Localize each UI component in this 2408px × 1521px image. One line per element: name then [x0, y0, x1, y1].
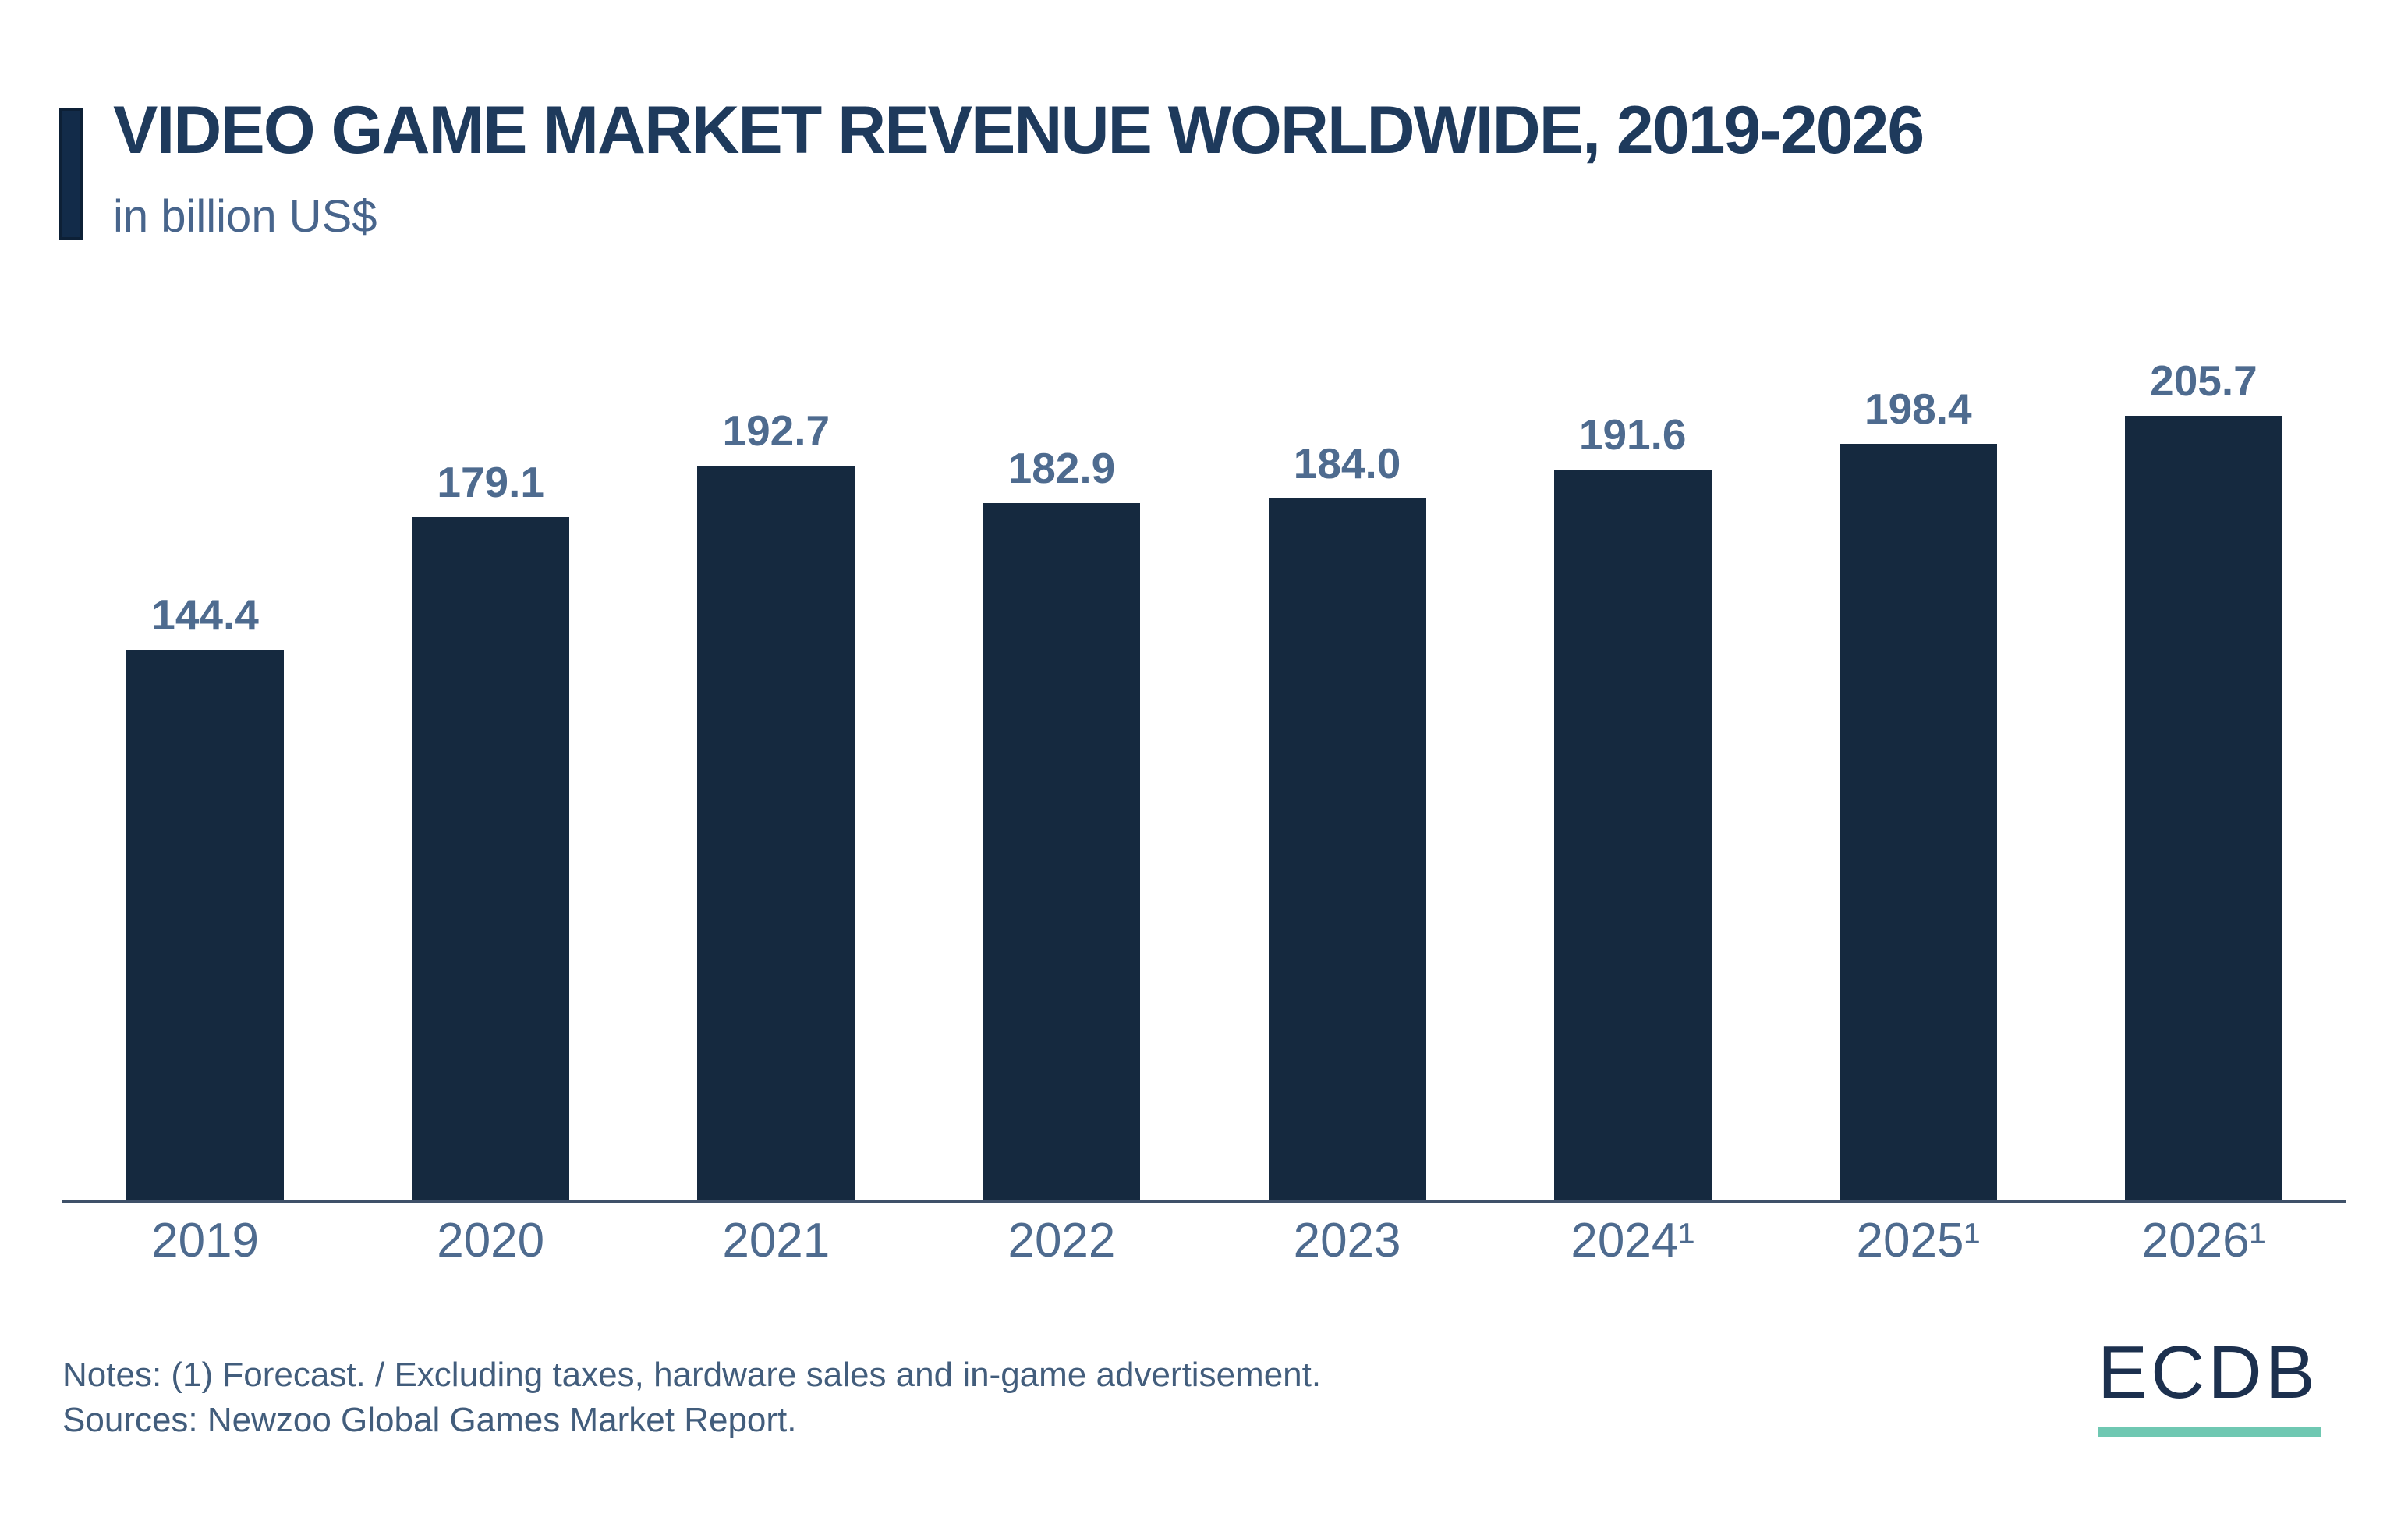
bar	[983, 503, 1141, 1200]
sources-line: Sources: Newzoo Global Games Market Repo…	[62, 1401, 797, 1439]
bar	[697, 466, 855, 1200]
page-subtitle: in billion US$	[113, 191, 377, 242]
xaxis-label: 2020	[437, 1214, 545, 1268]
xaxis-label: 2022	[1007, 1214, 1116, 1268]
bar	[412, 517, 570, 1200]
bar-slot: 198.4	[1776, 328, 2061, 1200]
bar-value-label: 192.7	[722, 406, 830, 455]
chart-notes: Notes: (1) Forecast. / Excluding taxes, …	[62, 1353, 1321, 1443]
xaxis-label: 2023	[1293, 1214, 1401, 1268]
ecdb-logo-underline	[2098, 1427, 2321, 1437]
bar-value-label: 184.0	[1293, 439, 1401, 488]
bar-slot: 192.7	[633, 328, 919, 1200]
title-accent-bar	[59, 108, 83, 240]
bar-value-label: 182.9	[1007, 444, 1116, 492]
xaxis-label: 2019	[151, 1214, 260, 1268]
bar-slot: 182.9	[919, 328, 1204, 1200]
xaxis-row: 2019 2020 2021 2022 2023 2024¹ 2025¹ 2026¹	[62, 1217, 2346, 1265]
bar-slot: 179.1	[348, 328, 633, 1200]
ecdb-logo: ECDB	[2098, 1335, 2324, 1437]
bar-value-label: 144.4	[151, 590, 259, 639]
bar	[1553, 470, 1712, 1200]
bar-value-label: 191.6	[1578, 410, 1687, 459]
bar	[1268, 498, 1426, 1200]
bar	[1839, 444, 1997, 1200]
xaxis-label: 2021	[722, 1214, 830, 1268]
bar-slot: 191.6	[1490, 328, 1776, 1200]
bar-slot: 205.7	[2061, 328, 2346, 1200]
page-title: VIDEO GAME MARKET REVENUE WORLDWIDE, 201…	[113, 93, 1925, 168]
xaxis-label: 2025¹	[1856, 1214, 1981, 1268]
xaxis-label: 2026¹	[2141, 1214, 2266, 1268]
bar-value-label: 179.1	[437, 458, 544, 506]
bar-value-label: 205.7	[2150, 356, 2258, 405]
bar	[2124, 416, 2282, 1200]
bar-chart: 144.4 179.1 192.7 182.9 184.0 191.6 198.4 205.7	[62, 328, 2346, 1203]
ecdb-logo-text: ECDB	[2098, 1331, 2318, 1414]
bar	[126, 650, 285, 1200]
bar-slot: 184.0	[1205, 328, 1490, 1200]
notes-line: Notes: (1) Forecast. / Excluding taxes, …	[62, 1356, 1322, 1394]
bar-value-label: 198.4	[1864, 385, 1972, 433]
xaxis-label: 2024¹	[1571, 1214, 1694, 1268]
bar-slot: 144.4	[62, 328, 348, 1200]
